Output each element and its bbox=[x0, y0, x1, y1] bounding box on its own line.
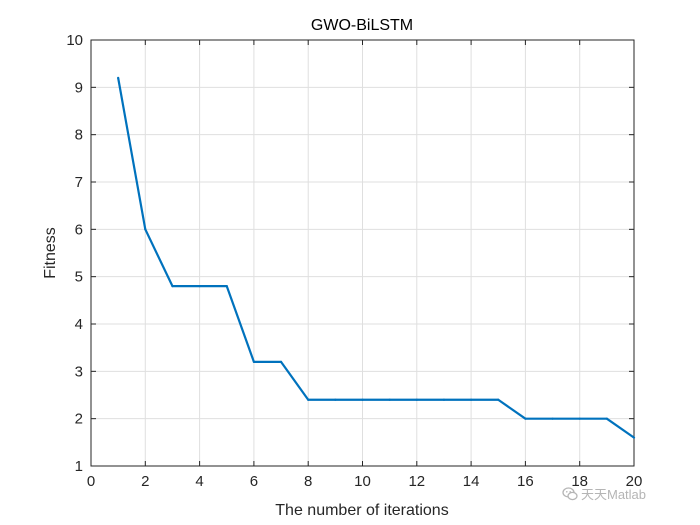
x-tick-labels: 0 2 4 6 8 10 12 14 16 18 20 bbox=[87, 473, 643, 490]
x-tick-label: 0 bbox=[87, 473, 95, 490]
x-tick-label: 16 bbox=[517, 473, 534, 490]
data-point bbox=[388, 398, 391, 401]
x-tick-label: 8 bbox=[304, 473, 312, 490]
data-point bbox=[442, 398, 446, 401]
grid-lines bbox=[90, 39, 635, 467]
y-tick-label: 4 bbox=[75, 316, 83, 333]
y-tick-label: 7 bbox=[75, 174, 83, 191]
y-tick-label: 3 bbox=[75, 363, 83, 380]
watermark: 天天Matlab bbox=[562, 484, 646, 503]
data-point bbox=[279, 360, 283, 363]
y-tick-label: 6 bbox=[75, 221, 83, 238]
x-tick-label: 12 bbox=[408, 473, 425, 490]
x-tick-label: 2 bbox=[141, 473, 149, 490]
data-point bbox=[415, 398, 418, 401]
x-tick-label: 4 bbox=[195, 473, 203, 490]
data-point bbox=[524, 417, 527, 420]
x-tick-label: 14 bbox=[463, 473, 480, 490]
data-point bbox=[252, 360, 255, 363]
series-layer bbox=[117, 76, 636, 439]
y-tick-label: 2 bbox=[75, 411, 83, 428]
x-tick-label: 20 bbox=[626, 473, 643, 490]
data-point bbox=[578, 417, 581, 420]
data-point bbox=[497, 398, 500, 401]
data-point bbox=[307, 398, 310, 401]
series-line-0 bbox=[117, 77, 635, 439]
data-point bbox=[605, 417, 608, 420]
data-point bbox=[632, 436, 636, 439]
x-tick-label: 6 bbox=[250, 473, 258, 490]
wechat-icon bbox=[562, 486, 578, 500]
y-tick-label: 10 bbox=[66, 32, 83, 49]
x-tick-label: 10 bbox=[354, 473, 371, 490]
data-point bbox=[361, 398, 364, 401]
data-point bbox=[117, 76, 120, 79]
y-tick-label: 9 bbox=[75, 79, 83, 96]
axis-ticks bbox=[90, 39, 635, 467]
data-point bbox=[225, 285, 228, 288]
y-axis-label: Fitness bbox=[42, 227, 59, 279]
y-tick-label: 5 bbox=[75, 269, 83, 286]
chart-title: GWO-BiLSTM bbox=[311, 17, 413, 34]
x-tick-label: 18 bbox=[571, 473, 588, 490]
y-tick-label: 8 bbox=[75, 127, 83, 144]
watermark-text: 天天Matlab bbox=[581, 487, 647, 502]
data-point bbox=[470, 398, 473, 401]
x-axis-label: The number of iterations bbox=[275, 502, 448, 519]
y-tick-label: 1 bbox=[75, 458, 83, 475]
y-tick-labels: 1 2 3 4 5 6 7 8 9 10 bbox=[66, 32, 83, 475]
data-point bbox=[198, 285, 201, 288]
data-point bbox=[144, 228, 147, 231]
data-point bbox=[334, 398, 337, 401]
data-point bbox=[171, 285, 174, 288]
data-point bbox=[551, 417, 554, 420]
